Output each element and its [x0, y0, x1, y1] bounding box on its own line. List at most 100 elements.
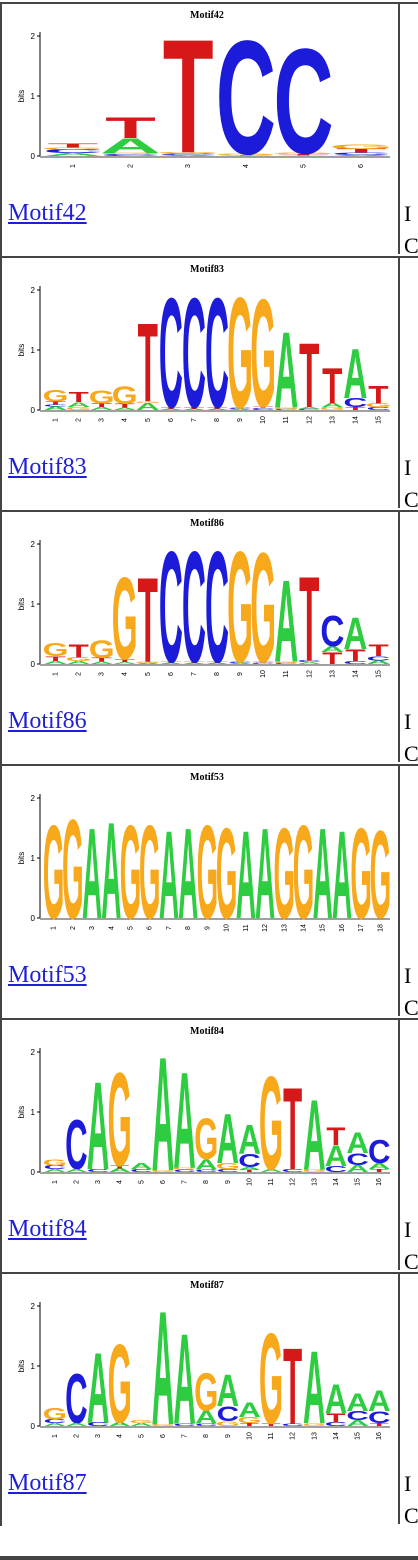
position-label: 16 [339, 924, 346, 932]
position-label: 6 [168, 418, 175, 422]
next-column-text: I [404, 963, 412, 988]
logo-letter-A: A [228, 663, 252, 665]
y-axis-label: bits [17, 852, 26, 864]
position-label: 10 [246, 1432, 253, 1440]
next-column-text: C [404, 487, 418, 512]
position-label: 13 [311, 1178, 318, 1186]
logo-letter-G: G [214, 153, 279, 155]
motif-row: Motif42 2 1 0 bits 1 A C G T 2 C G A T 3 A C G T 4 A T G C 5 A T G C 6… [0, 2, 418, 258]
logo-letter-C: C [325, 1422, 347, 1428]
logo-letter-A: A [303, 1079, 326, 1191]
logo-letter-G: G [43, 640, 69, 660]
position-label: 6 [160, 1434, 167, 1438]
logo-letter-A: A [331, 155, 391, 157]
y-axis-label: bits [17, 90, 26, 102]
motif-link[interactable]: Motif86 [8, 708, 87, 734]
logo-letter-T: T [105, 112, 156, 144]
logo-letter-G: G [62, 790, 84, 944]
next-column-text: C [404, 233, 418, 258]
position-label: 10 [224, 924, 231, 932]
logo-letter-A: A [43, 152, 103, 157]
logo-letter-T: T [345, 646, 365, 665]
position-label: 11 [268, 1432, 275, 1439]
logo-letter-C: C [228, 661, 252, 663]
logo-letter-T: T [240, 1169, 260, 1173]
position-label: 15 [355, 1178, 362, 1186]
logo-letter-T: T [253, 406, 274, 409]
logo-letter-A: A [65, 1422, 87, 1427]
logo-letter-T: T [326, 1122, 345, 1150]
logo-letter-C: C [130, 1168, 152, 1173]
logo-letter-A: A [130, 1161, 152, 1170]
logo-letter-C: C [331, 152, 391, 156]
logo-letter-C: C [44, 404, 68, 407]
logo-letter-A: A [108, 1422, 130, 1428]
position-label: 5 [145, 672, 152, 676]
y-tick-label: 2 [31, 794, 36, 803]
logo-letter-A: A [158, 155, 218, 157]
logo-letter-T: T [253, 661, 274, 663]
position-label: 9 [225, 1434, 232, 1438]
logo-letter-C: C [368, 1408, 391, 1427]
logo-letter-A: A [159, 806, 179, 944]
logo-letter-G: G [227, 265, 253, 436]
logo-letter-G: G [293, 799, 315, 944]
y-axis-label: bits [17, 1360, 26, 1372]
logo-letter-T: T [161, 661, 182, 663]
logo-letter-T: T [322, 358, 342, 413]
logo-letter-A: A [228, 409, 252, 411]
logo-letter-A: A [152, 1023, 175, 1198]
position-label: 5 [138, 1434, 145, 1438]
position-label: 8 [214, 418, 221, 422]
logo-letter-G: G [194, 1363, 218, 1423]
logo-letter-T: T [163, 6, 214, 182]
position-label: 3 [89, 926, 96, 930]
logo-letter-A: A [238, 1117, 260, 1163]
logo-letter-A: A [273, 155, 333, 156]
logo-letter-A: A [346, 1418, 368, 1427]
logo-letter-G: G [259, 1048, 283, 1198]
logo-letter-A: A [87, 1058, 110, 1197]
logo-letter-G: G [259, 1306, 283, 1450]
logo-letter-G: G [197, 799, 219, 944]
motif-link[interactable]: Motif84 [8, 1216, 87, 1242]
logo-letter-C: C [43, 149, 103, 155]
position-label: 3 [95, 1434, 102, 1438]
position-label: 4 [117, 1180, 124, 1184]
position-label: 11 [283, 416, 290, 423]
next-column-text: C [404, 741, 418, 766]
logo-letter-C: C [346, 1409, 368, 1423]
motif-cell: Motif87 2 1 0 bits 1 A C G 2 A C 3 C A 4 A G 5 A G 6 G A 7 C A 8 C A G… [2, 1274, 400, 1524]
logo-letter-T: T [207, 661, 228, 663]
position-label: 10 [260, 670, 267, 678]
motif-link[interactable]: Motif87 [8, 1470, 87, 1496]
position-label: 15 [320, 924, 327, 932]
logo-letter-G: G [108, 1044, 132, 1194]
y-tick-label: 0 [31, 914, 36, 923]
motif-link[interactable]: Motif53 [8, 962, 87, 988]
logo-letter-T: T [138, 553, 158, 688]
position-label: 9 [237, 672, 244, 676]
position-label: 1 [53, 418, 60, 422]
position-label: 12 [306, 416, 313, 424]
position-label: 2 [76, 672, 83, 676]
position-label: 6 [147, 926, 154, 930]
logo-letter-A: A [152, 1277, 175, 1452]
logo-letter-G: G [89, 387, 115, 407]
logo-letter-C: C [205, 265, 229, 436]
motif-link[interactable]: Motif83 [8, 454, 87, 480]
motif-link[interactable]: Motif42 [8, 200, 87, 226]
logo-letter-T: T [45, 655, 66, 663]
logo-letter-T: T [47, 142, 98, 148]
logo-letter-A: A [101, 795, 121, 944]
logo-letter-A: A [346, 1128, 369, 1160]
position-label: 8 [203, 1180, 210, 1184]
motif-row: Motif84 2 1 0 bits 1 A C G 2 A C 3 C A 4 A T G 5 C A 6 G A 7 C G A 8 C… [0, 1018, 418, 1274]
logo-letter-A: A [178, 800, 198, 944]
position-label: 15 [375, 670, 382, 678]
logo-letter-A: A [368, 1386, 391, 1418]
logo-letter-C: C [320, 608, 344, 656]
